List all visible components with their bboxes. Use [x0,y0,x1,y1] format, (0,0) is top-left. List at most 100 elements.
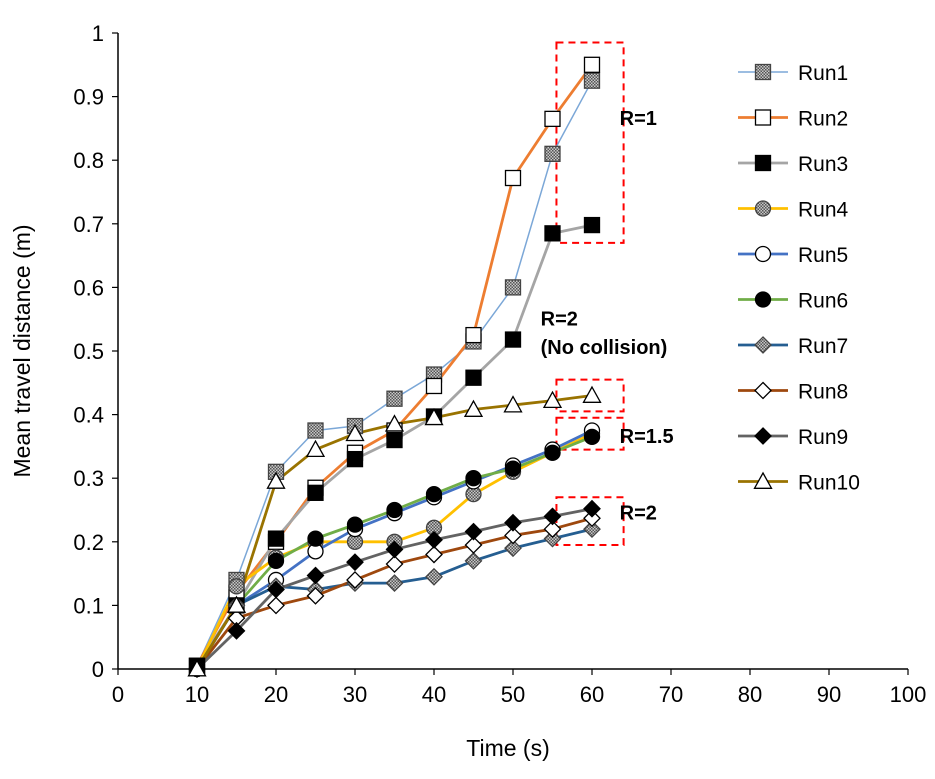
data-point-run1 [504,279,522,296]
x-tick-label: 70 [659,682,683,707]
data-point-run4 [228,578,245,595]
data-point-run1 [583,72,601,89]
dashed-box [555,378,625,413]
data-point-run6 [346,516,364,533]
data-point-run7 [385,574,404,593]
data-point-run10 [226,595,247,613]
y-tick-label: 0.2 [73,530,104,555]
data-point-run3 [544,225,561,242]
data-point-run10 [384,414,405,432]
y-tick-label: 0.7 [73,212,104,237]
legend-marker [754,336,772,354]
y-tick-label: 0.3 [73,466,104,491]
annotation-label: R=1.5 [620,426,674,448]
data-point-run7 [464,551,483,570]
data-point-run9 [385,540,404,559]
legend-marker [754,109,772,126]
data-point-run6 [307,530,324,547]
data-point-run1 [386,390,403,407]
legend-marker [754,245,772,263]
data-point-run8 [425,545,443,564]
data-point-run9 [267,580,285,599]
legend-marker [754,381,772,400]
x-tick-label: 20 [264,682,288,707]
legend-label: Run7 [798,335,848,358]
data-point-run3 [307,484,324,501]
x-tick-label: 30 [343,682,367,707]
data-point-run10 [187,659,207,677]
data-point-run8 [583,509,601,528]
data-point-run10 [266,471,286,489]
legend-marker [754,291,772,308]
data-point-run6 [267,552,285,570]
y-tick-label: 0 [92,657,104,682]
data-point-run3 [504,331,522,348]
data-point-run2 [465,326,482,344]
legend-label: Run3 [798,153,848,176]
data-point-run6 [386,501,403,519]
data-point-run7 [504,539,522,558]
data-point-run6 [504,460,522,477]
data-point-run10 [463,399,484,417]
data-point-run3 [267,530,285,547]
data-point-run6 [544,444,561,461]
data-point-run8 [464,536,483,554]
data-point-run3 [386,431,403,449]
data-point-run7 [583,520,601,538]
data-point-run8 [267,596,285,615]
data-point-run2 [544,110,561,128]
annotation-label: R=1 [620,108,657,130]
data-point-run9 [583,499,601,518]
data-point-run8 [543,520,562,538]
legend-label: Run2 [798,108,848,131]
data-point-run2 [504,169,522,187]
x-tick-label: 40 [422,682,446,707]
x-tick-label: 50 [501,682,525,707]
dashed-box [555,41,625,244]
x-tick-label: 60 [580,682,604,707]
legend-marker [753,471,773,489]
data-point-run6 [583,428,601,446]
data-point-run10 [345,423,365,442]
data-point-run6 [465,470,482,487]
data-point-run3 [583,216,601,234]
data-point-run2 [583,56,601,73]
data-point-run10 [582,385,602,403]
data-point-run3 [346,450,364,468]
data-point-run9 [543,507,562,526]
legend-label: Run8 [798,381,848,404]
annotation-label: R=2 [541,309,578,331]
data-point-run10 [503,395,523,413]
y-tick-label: 0.1 [73,593,104,618]
x-tick-label: 100 [890,682,927,707]
x-axis-label: Time (s) [466,735,549,761]
x-tick-label: 80 [738,682,762,707]
legend-label: Run5 [798,244,848,267]
annotations: R=1 R=2 (No collision) R=1.5 R=2 [541,108,674,524]
data-point-run10 [542,390,563,409]
data-point-run10 [305,439,326,458]
data-point-run7 [425,567,443,586]
data-point-run9 [306,566,325,585]
axes: 0 10 20 30 40 50 60 70 80 90 100 0 0.1 0.2 0.3 0.4 0.5 0.… [9,21,926,761]
legend-marker [754,427,772,445]
legend-label: Run10 [798,472,860,495]
data-point-run8 [385,555,404,573]
annotation-label: (No collision) [541,337,668,359]
data-point-run7 [543,529,562,548]
data-point-run8 [306,586,325,605]
x-tick-label: 0 [112,682,124,707]
y-tick-label: 0.9 [73,85,104,110]
y-tick-label: 1 [92,21,104,46]
data-point-run6 [425,485,443,503]
legend-label: Run1 [798,62,848,85]
data-point-run2 [425,377,443,395]
data-point-run9 [464,522,483,541]
annotation-boxes [555,41,625,546]
legend-marker [754,200,772,217]
data-point-run9 [425,530,443,549]
x-tick-label: 10 [185,682,209,707]
data-point-run3 [465,369,482,386]
x-tick-label: 90 [817,682,841,707]
